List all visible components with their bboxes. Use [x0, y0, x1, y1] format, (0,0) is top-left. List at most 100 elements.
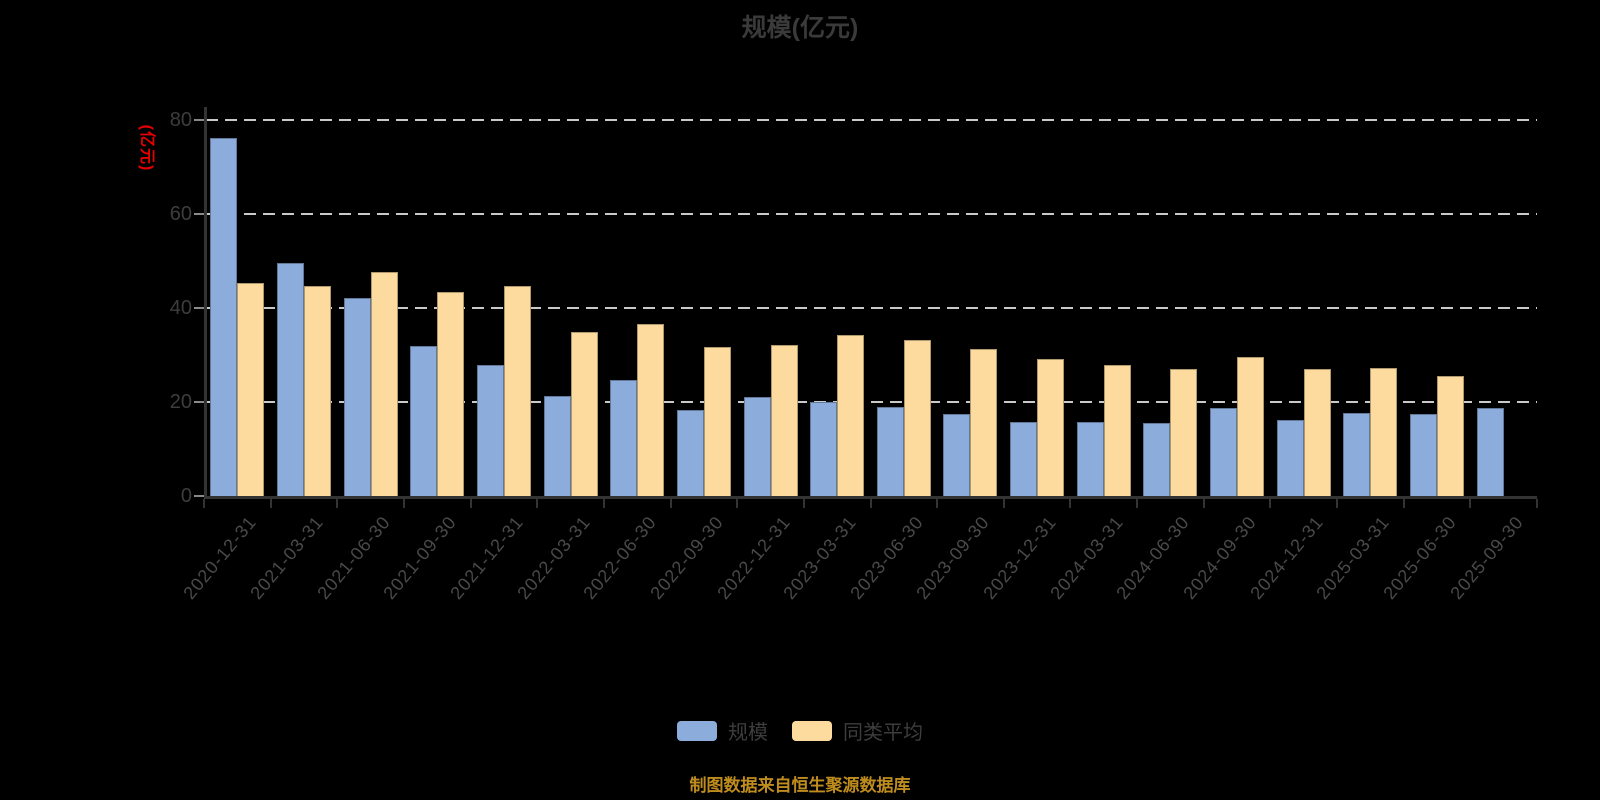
scale-bar[interactable]: [1343, 412, 1371, 496]
x-axis-tick: [1202, 499, 1205, 508]
bar-group: [204, 120, 271, 496]
y-axis-tick: [194, 401, 204, 403]
peer-average-bar[interactable]: [1437, 376, 1464, 496]
scale-bar[interactable]: [476, 364, 504, 496]
peer-average-bar[interactable]: [503, 285, 531, 496]
x-axis-tick: [536, 499, 539, 508]
bar-group: [604, 120, 671, 496]
chart-title: 规模(亿元): [741, 14, 859, 42]
scale-bar[interactable]: [810, 401, 838, 496]
x-axis-tick: [1069, 499, 1072, 508]
legend: 规模 同类平均: [0, 716, 1600, 745]
peer-average-bar[interactable]: [1303, 369, 1331, 496]
bar-group: [1204, 120, 1271, 496]
bar-group: [1270, 120, 1337, 496]
peer-average-bar[interactable]: [770, 345, 798, 496]
bar-group: [1070, 120, 1137, 496]
x-axis-tick: [669, 499, 672, 508]
scale-bar[interactable]: [943, 414, 971, 496]
x-axis-tick: [1469, 499, 1472, 508]
y-axis-tick: [194, 119, 204, 121]
scale-bar[interactable]: [1410, 414, 1437, 496]
gridline-80: [206, 119, 1537, 121]
legend-item-scale[interactable]: 规模: [677, 716, 768, 745]
bar-group: [1470, 120, 1537, 496]
x-axis-tick: [1002, 499, 1005, 508]
peer-average-bar[interactable]: [1370, 368, 1398, 496]
y-tick-label: 80: [169, 109, 192, 131]
y-tick-label: 40: [169, 297, 192, 319]
bar-group: [537, 120, 604, 496]
peer-average-bar[interactable]: [1170, 369, 1198, 496]
bar-group: [271, 120, 338, 496]
legend-item-peer-average[interactable]: 同类平均: [792, 716, 923, 745]
peer-average-bar[interactable]: [570, 331, 598, 496]
y-axis-line: [204, 107, 207, 496]
scale-bar[interactable]: [1476, 407, 1504, 496]
y-tick-label: 0: [180, 485, 192, 507]
scale-bar[interactable]: [343, 298, 371, 496]
x-axis-tick: [936, 499, 939, 508]
gridline-60: [206, 213, 1537, 215]
gridline-40: [206, 307, 1537, 309]
scale-bar[interactable]: [1210, 408, 1238, 496]
x-axis-tick: [203, 499, 205, 508]
scale-bar[interactable]: [876, 407, 904, 496]
x-axis-tick: [1269, 499, 1272, 508]
peer-average-bar[interactable]: [903, 339, 931, 496]
scale-bar[interactable]: [1010, 421, 1038, 496]
legend-swatch-peer-average-icon: [792, 720, 832, 741]
scale-bar[interactable]: [743, 396, 771, 496]
bar-group: [937, 120, 1004, 496]
x-axis-tick: [602, 499, 605, 508]
peer-average-bar[interactable]: [370, 271, 398, 496]
peer-average-bar[interactable]: [237, 282, 265, 496]
y-tick-label: 60: [169, 203, 192, 225]
bar-group: [337, 120, 404, 496]
peer-average-bar[interactable]: [703, 346, 731, 496]
peer-average-bar[interactable]: [837, 334, 865, 496]
x-axis-tick: [869, 499, 872, 508]
x-axis-line: [204, 496, 1537, 499]
scale-bar[interactable]: [1143, 423, 1171, 496]
peer-average-bar[interactable]: [1237, 356, 1265, 496]
peer-average-bar[interactable]: [637, 323, 665, 496]
bar-group: [804, 120, 871, 496]
scale-bar[interactable]: [676, 409, 704, 496]
x-axis-tick: [1136, 499, 1139, 508]
peer-average-bar[interactable]: [1103, 364, 1131, 496]
bar-group: [471, 120, 538, 496]
bar-group: [1404, 120, 1471, 496]
y-axis-tick: [194, 213, 204, 215]
scale-bar[interactable]: [1076, 421, 1104, 496]
peer-average-bar[interactable]: [303, 285, 331, 496]
y-tick-label: 20: [169, 391, 192, 413]
bar-group: [1004, 120, 1071, 496]
legend-swatch-scale-icon: [677, 720, 717, 741]
bar-group: [871, 120, 938, 496]
scale-bar[interactable]: [210, 137, 238, 496]
scale-bar[interactable]: [1276, 419, 1304, 496]
x-axis-tick: [336, 499, 339, 508]
bar-group: [671, 120, 738, 496]
scale-bar[interactable]: [610, 379, 638, 496]
bar-group: [1337, 120, 1404, 496]
bar-group: [404, 120, 471, 496]
x-axis-tick: [402, 499, 405, 508]
legend-label-scale: 规模: [728, 722, 768, 744]
plot-area: 0 20 40 60 80 2020-12-31 2021-03-31 2021-06-30 2…: [170, 107, 1538, 603]
legend-label-peer-average: 同类平均: [843, 722, 923, 744]
scale-bar[interactable]: [543, 395, 571, 496]
peer-average-bar[interactable]: [1037, 359, 1065, 496]
bar-group: [1137, 120, 1204, 496]
x-axis-tick: [736, 499, 739, 508]
x-axis-tick: [1336, 499, 1339, 508]
scale-bar[interactable]: [410, 345, 438, 496]
data-source-note: 制图数据来自恒生聚源数据库: [689, 776, 911, 795]
peer-average-bar[interactable]: [970, 349, 998, 496]
scale-bar[interactable]: [276, 263, 304, 496]
x-axis-tick: [1536, 499, 1538, 508]
x-axis-tick: [469, 499, 472, 508]
y-axis-tick: [194, 307, 204, 309]
peer-average-bar[interactable]: [437, 291, 465, 496]
